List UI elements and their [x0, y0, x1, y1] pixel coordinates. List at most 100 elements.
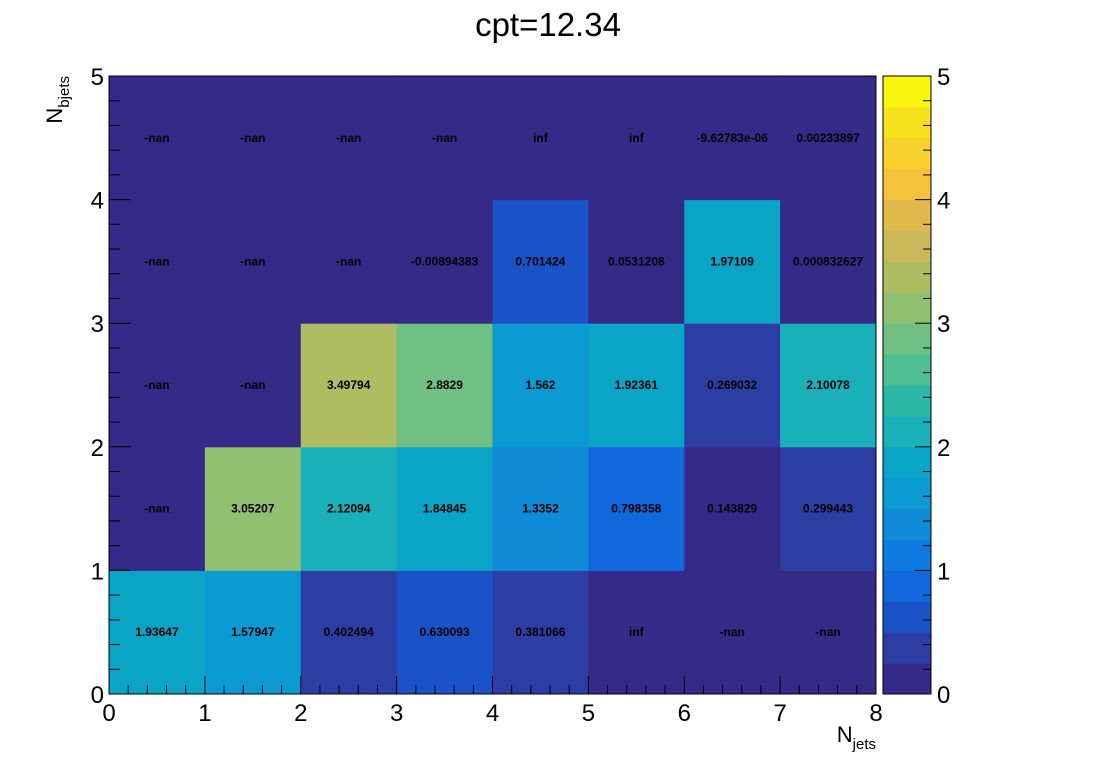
heatmap-cell: [204, 199, 302, 324]
heatmap-cell: [109, 76, 206, 201]
heatmap-cell: [396, 570, 493, 695]
cell-value-label: 0.402494: [324, 625, 374, 639]
cell-value-label: 0.00233897: [796, 131, 860, 145]
heatmap-cell: [109, 323, 206, 448]
x-axis-label: Njets: [837, 722, 876, 753]
y-tick-label: 4: [91, 188, 104, 215]
color-scale-label: 2: [937, 435, 950, 462]
heatmap-cell: [300, 446, 398, 571]
cell-value-label: -nan: [240, 378, 265, 392]
heatmap-cell: [204, 570, 302, 695]
heatmap-cell: [780, 199, 877, 324]
heatmap-cell: [492, 570, 589, 695]
color-scale-segment: [883, 354, 931, 386]
heatmap-cell: [588, 76, 685, 201]
y-tick-label: 3: [91, 311, 104, 338]
color-scale-segment: [883, 415, 931, 448]
heatmap-cell: [588, 446, 685, 571]
heatmap-cell: [204, 323, 302, 448]
cell-value-label: 0.269032: [707, 378, 757, 392]
cell-value-label: 0.0531208: [608, 254, 665, 268]
x-tick-label: 0: [102, 700, 115, 727]
cell-value-label: -nan: [432, 131, 457, 145]
color-scale-segment: [883, 76, 931, 108]
heatmap-cell: [684, 570, 781, 695]
cell-value-label: 1.84845: [423, 502, 467, 516]
color-scale-bar: 0 1 2 3 4 5: [882, 64, 950, 709]
heatmap-cell: [684, 446, 781, 571]
heatmap-cell: [588, 323, 685, 448]
heatmap-cell: [109, 199, 206, 324]
cell-value-label: 0.381066: [515, 625, 565, 639]
color-scale-label: 3: [937, 311, 950, 338]
x-tick-label: 8: [869, 700, 882, 727]
cell-value-label: -nan: [144, 378, 169, 392]
y-tick-label: 5: [91, 64, 104, 91]
color-scale-segment: [883, 632, 931, 664]
color-scale-segment: [883, 323, 931, 355]
heatmap-cell: [588, 570, 685, 695]
heatmap-cell: [396, 199, 493, 324]
x-tick-label: 6: [678, 700, 691, 727]
x-axis: 0 1 2 3 4 5 6 7 8: [102, 676, 883, 727]
cell-value-label: -nan: [240, 254, 265, 268]
heatmap-cell: [780, 76, 877, 201]
color-scale-segment: [883, 601, 931, 633]
cell-value-label: 1.93647: [135, 625, 179, 639]
color-scale-segment: [883, 168, 931, 201]
cell-value-label: -nan: [336, 131, 361, 145]
heatmap-cell: [300, 76, 398, 201]
heatmap-cell: [300, 199, 398, 324]
heatmap-cell: [109, 446, 206, 571]
heatmap-cell: [396, 446, 493, 571]
cell-value-label: 0.701424: [515, 254, 565, 268]
cell-value-label: -nan: [144, 131, 169, 145]
heatmap-cell: [300, 570, 398, 695]
cell-value-label: -nan: [144, 502, 169, 516]
cell-value-label: 1.57947: [231, 625, 275, 639]
cell-value-label: -9.62783e-06: [696, 131, 768, 145]
cell-value-label: 0.630093: [420, 625, 470, 639]
x-axis-label-subscript: jets: [852, 736, 876, 753]
cell-value-label: 0.798358: [611, 502, 661, 516]
color-scale-frame: [882, 75, 932, 695]
heatmap-cell: [684, 76, 781, 201]
heatmap-cell: [396, 323, 493, 448]
heatmap-cell: [204, 76, 302, 201]
x-tick-label: 5: [582, 700, 595, 727]
heatmap-cell: [492, 199, 589, 324]
x-tick-label: 2: [294, 700, 307, 727]
heatmap-cell: [684, 199, 781, 324]
color-scale-label: 1: [937, 558, 950, 585]
heatmap-cell: [684, 323, 781, 448]
color-scale-segment: [883, 508, 931, 540]
heatmap-cell: [396, 76, 493, 201]
cell-value-label: inf: [533, 131, 549, 145]
color-scale-label: 4: [937, 188, 950, 215]
cell-value-label: inf: [629, 131, 645, 145]
cell-value-label: 1.562: [525, 378, 555, 392]
cell-value-label: -nan: [815, 625, 840, 639]
cell-value-label: 0.299443: [803, 502, 853, 516]
color-scale-segment: [883, 137, 931, 170]
heatmap-cell: [204, 446, 302, 571]
x-axis-label-main: N: [837, 722, 853, 747]
color-scale-segment: [883, 230, 931, 262]
cell-value-label: 3.05207: [231, 502, 275, 516]
y-tick-label: 0: [91, 682, 104, 709]
heatmap-cell: [780, 446, 877, 571]
x-tick-label: 1: [198, 700, 211, 727]
cell-value-label: 2.8829: [426, 378, 463, 392]
cell-value-label: 2.10078: [806, 378, 850, 392]
chart-title: cpt=12.34: [475, 6, 621, 43]
heatmap-cell: [109, 570, 206, 695]
y-axis-label-main: N: [42, 108, 67, 124]
cell-value-label: -nan: [720, 625, 745, 639]
heatmap-cell: [300, 323, 398, 448]
heatmap-cell: [492, 323, 589, 448]
cell-labels: 1.93647 1.57947 0.402494 0.630093 0.381066 in…: [135, 131, 863, 639]
color-scale-segment: [883, 261, 931, 293]
color-scale-segment: [883, 199, 931, 231]
heatmap-cell: [492, 446, 589, 571]
